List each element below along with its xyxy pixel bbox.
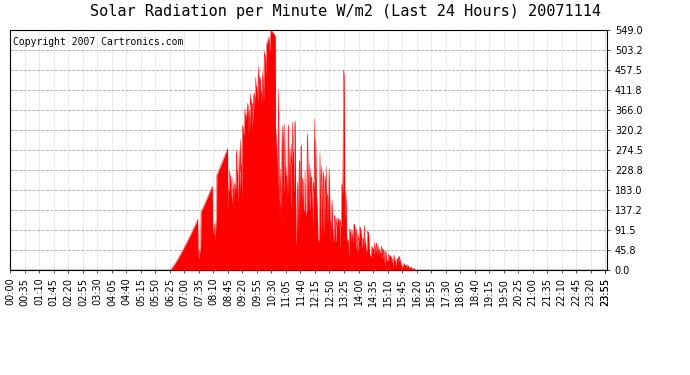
Text: Solar Radiation per Minute W/m2 (Last 24 Hours) 20071114: Solar Radiation per Minute W/m2 (Last 24… [90,4,600,19]
Text: Copyright 2007 Cartronics.com: Copyright 2007 Cartronics.com [13,37,184,47]
